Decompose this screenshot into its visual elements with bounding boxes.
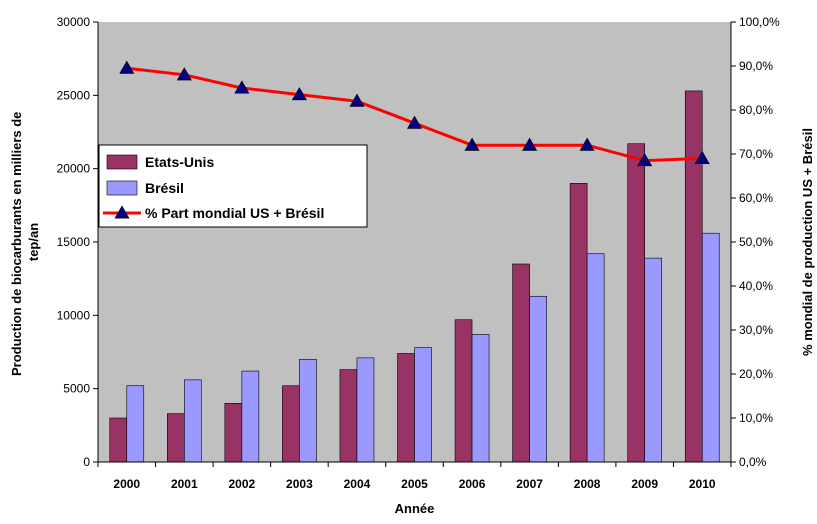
marker-triangle-2009 bbox=[637, 152, 653, 167]
bar-etats-unis-2008 bbox=[569, 183, 588, 463]
marker-triangle-2002 bbox=[234, 80, 250, 94]
x-tick-label: 2010 bbox=[689, 477, 716, 491]
x-tick-label: 2005 bbox=[401, 477, 428, 491]
legend-box bbox=[98, 144, 368, 228]
y-tick-label: 5000 bbox=[63, 382, 90, 396]
bar-etats-unis-2006 bbox=[454, 319, 473, 463]
bar-bresil-2005 bbox=[414, 347, 432, 463]
marker-triangle-2008 bbox=[579, 137, 595, 151]
bar-etats-unis-2002 bbox=[224, 403, 243, 463]
y2-tick-label: 0,0% bbox=[739, 455, 767, 469]
x-tick-label: 2002 bbox=[229, 477, 256, 491]
bar-etats-unis-2009 bbox=[627, 143, 645, 463]
bar-bresil-2003 bbox=[299, 359, 317, 463]
marker-triangle-2006 bbox=[464, 137, 480, 151]
x-tick-label: 2004 bbox=[344, 477, 371, 491]
bar-etats-unis-2005 bbox=[397, 353, 415, 463]
bars-layer bbox=[109, 90, 720, 463]
legend-label-part-mondial: % Part mondial US + Brésil bbox=[145, 205, 324, 221]
bar-bresil-2001 bbox=[184, 379, 202, 463]
legend: Etats-Unis Brésil % Part mondial US + Br… bbox=[98, 144, 368, 228]
legend-label-etats-unis: Etats-Unis bbox=[145, 154, 214, 170]
y2-tick-label: 70,0% bbox=[739, 147, 773, 161]
marker-triangle-2007 bbox=[522, 137, 538, 151]
marker-triangle-2004 bbox=[349, 93, 365, 107]
bar-bresil-2007 bbox=[529, 295, 547, 463]
bar-etats-unis-2001 bbox=[167, 413, 185, 463]
marker-triangle-2003 bbox=[291, 86, 307, 101]
y-tick-label: 30000 bbox=[57, 15, 91, 29]
bar-bresil-2009 bbox=[644, 257, 662, 463]
bar-etats-unis-2003 bbox=[282, 385, 300, 463]
bar-bresil-2004 bbox=[356, 357, 375, 463]
y2-axis-title: % mondial de production US + Brésil bbox=[800, 128, 815, 356]
bar-bresil-2000 bbox=[126, 385, 145, 463]
x-tick-label: 2006 bbox=[459, 477, 486, 491]
y-tick-label: 0 bbox=[83, 455, 90, 469]
y-tick-label: 10000 bbox=[57, 308, 91, 322]
bar-bresil-2006 bbox=[471, 334, 490, 463]
ticks-layer: 0 5000 10000 15000 20000 25000 30000 0,0% 10,0% 2… bbox=[57, 15, 780, 491]
y2-tick-label: 100,0% bbox=[739, 15, 780, 29]
bar-etats-unis-2000 bbox=[109, 417, 128, 463]
x-tick-label: 2000 bbox=[113, 477, 140, 491]
bar-etats-unis-2010 bbox=[684, 90, 703, 463]
y2-tick-label: 10,0% bbox=[739, 411, 773, 425]
y-tick-label: 20000 bbox=[57, 162, 91, 176]
y-axis-title-line-1: Production de biocarburants en milliers … bbox=[9, 112, 24, 376]
x-tick-label: 2009 bbox=[631, 477, 658, 491]
legend-swatch-etats-unis bbox=[106, 154, 138, 170]
marker-triangle-2001 bbox=[176, 67, 192, 81]
y-axis-title-line-2: tep/an bbox=[26, 223, 41, 261]
x-tick-label: 2001 bbox=[171, 477, 198, 491]
bar-bresil-2010 bbox=[701, 232, 720, 463]
y2-tick-label: 20,0% bbox=[739, 367, 773, 381]
x-tick-label: 2007 bbox=[516, 477, 543, 491]
y2-tick-label: 30,0% bbox=[739, 323, 773, 337]
legend-swatch-bresil bbox=[106, 180, 138, 196]
bar-bresil-2002 bbox=[241, 370, 260, 463]
legend-label-bresil: Brésil bbox=[145, 180, 184, 196]
y2-tick-label: 40,0% bbox=[739, 279, 773, 293]
y2-tick-label: 80,0% bbox=[739, 103, 773, 117]
x-tick-label: 2008 bbox=[574, 477, 601, 491]
y2-tick-label: 50,0% bbox=[739, 235, 773, 249]
marker-triangle-2000 bbox=[119, 60, 135, 74]
bar-bresil-2008 bbox=[586, 253, 605, 463]
y2-tick-label: 60,0% bbox=[739, 191, 773, 205]
y-axis-title: Production de biocarburants en milliers … bbox=[9, 108, 41, 376]
y-tick-label: 15000 bbox=[57, 235, 91, 249]
y-tick-label: 25000 bbox=[57, 88, 91, 102]
y2-tick-label: 90,0% bbox=[739, 59, 773, 73]
marker-triangle-2010 bbox=[694, 150, 710, 164]
x-tick-label: 2003 bbox=[286, 477, 313, 491]
marker-triangle-2005 bbox=[406, 115, 423, 129]
bar-etats-unis-2007 bbox=[512, 263, 530, 463]
bar-etats-unis-2004 bbox=[339, 369, 358, 463]
line-layer bbox=[119, 60, 710, 167]
legend-marker-triangle-icon bbox=[114, 205, 130, 219]
x-axis-title: Année bbox=[395, 501, 435, 516]
